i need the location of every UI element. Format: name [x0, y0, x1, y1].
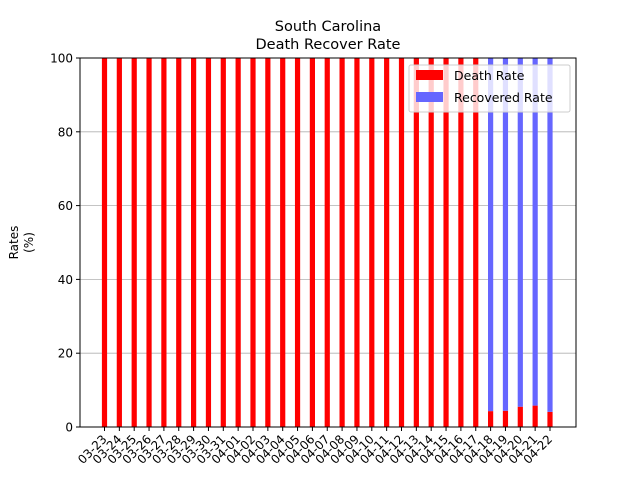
- legend-swatch-death-rate: [416, 70, 443, 80]
- y-axis-label-line-1: Rates: [7, 226, 21, 260]
- y-tick-label: 0: [65, 421, 73, 435]
- y-axis-label: Rates (%): [7, 226, 36, 260]
- bar-death-rate: [458, 58, 464, 427]
- chart-title: South Carolina: [275, 19, 381, 35]
- bar-recovered-rate: [517, 58, 523, 407]
- bar-death-rate: [547, 411, 553, 427]
- bar-death-rate: [250, 58, 256, 427]
- bar-death-rate: [473, 58, 479, 427]
- bar-death-rate: [309, 58, 315, 427]
- bar-recovered-rate: [547, 58, 553, 412]
- bar-death-rate: [220, 58, 226, 427]
- bar-death-rate: [413, 58, 419, 427]
- bar-death-rate: [116, 58, 122, 427]
- legend-swatch-recovered-rate: [416, 92, 443, 102]
- y-tick-label: 80: [58, 125, 73, 139]
- y-axis-label-line-2: (%): [22, 232, 36, 253]
- bar-death-rate: [161, 58, 167, 427]
- bar-death-rate: [502, 410, 509, 427]
- bar-recovered-rate: [502, 58, 509, 411]
- plot-frame: [79, 57, 577, 428]
- y-tick-label: 20: [58, 347, 73, 361]
- bar-death-rate: [101, 58, 108, 427]
- bar-death-rate: [369, 58, 375, 427]
- bar-death-rate: [384, 58, 390, 427]
- bar-death-rate: [280, 58, 286, 427]
- bar-death-rate: [146, 58, 152, 427]
- chart-subtitle: Death Recover Rate: [256, 37, 401, 53]
- y-tick-label: 40: [58, 273, 73, 287]
- bar-death-rate: [443, 58, 449, 427]
- bar-death-rate: [324, 58, 330, 427]
- bar-death-rate: [294, 58, 301, 427]
- legend-box: [408, 64, 571, 113]
- bar-death-rate: [488, 411, 494, 427]
- bar-death-rate: [428, 58, 434, 427]
- bar-death-rate: [176, 58, 182, 427]
- y-axis: 0 20 40 60 80 100: [50, 52, 80, 435]
- bar-recovered-rate: [532, 58, 538, 406]
- x-axis: 03-2303-2403-2503-2603-2703-2803-2903-30…: [75, 427, 555, 467]
- bars: [101, 58, 553, 427]
- bar-death-rate: [354, 58, 360, 427]
- bar-death-rate: [265, 58, 271, 427]
- bar-death-rate: [339, 58, 345, 427]
- bar-death-rate: [532, 405, 538, 427]
- bar-recovered-rate: [488, 58, 494, 412]
- y-tick-label: 100: [50, 52, 73, 66]
- legend: Death Rate Recovered Rate: [408, 64, 571, 113]
- legend-label-recovered-rate: Recovered Rate: [454, 90, 553, 105]
- bar-death-rate: [398, 58, 405, 427]
- legend-label-death-rate: Death Rate: [454, 68, 525, 83]
- bar-death-rate: [235, 58, 241, 427]
- bar-death-rate: [131, 58, 137, 427]
- bar-death-rate: [517, 406, 523, 427]
- bar-death-rate: [205, 58, 212, 427]
- y-tick-label: 60: [58, 199, 73, 213]
- bar-death-rate: [191, 58, 197, 427]
